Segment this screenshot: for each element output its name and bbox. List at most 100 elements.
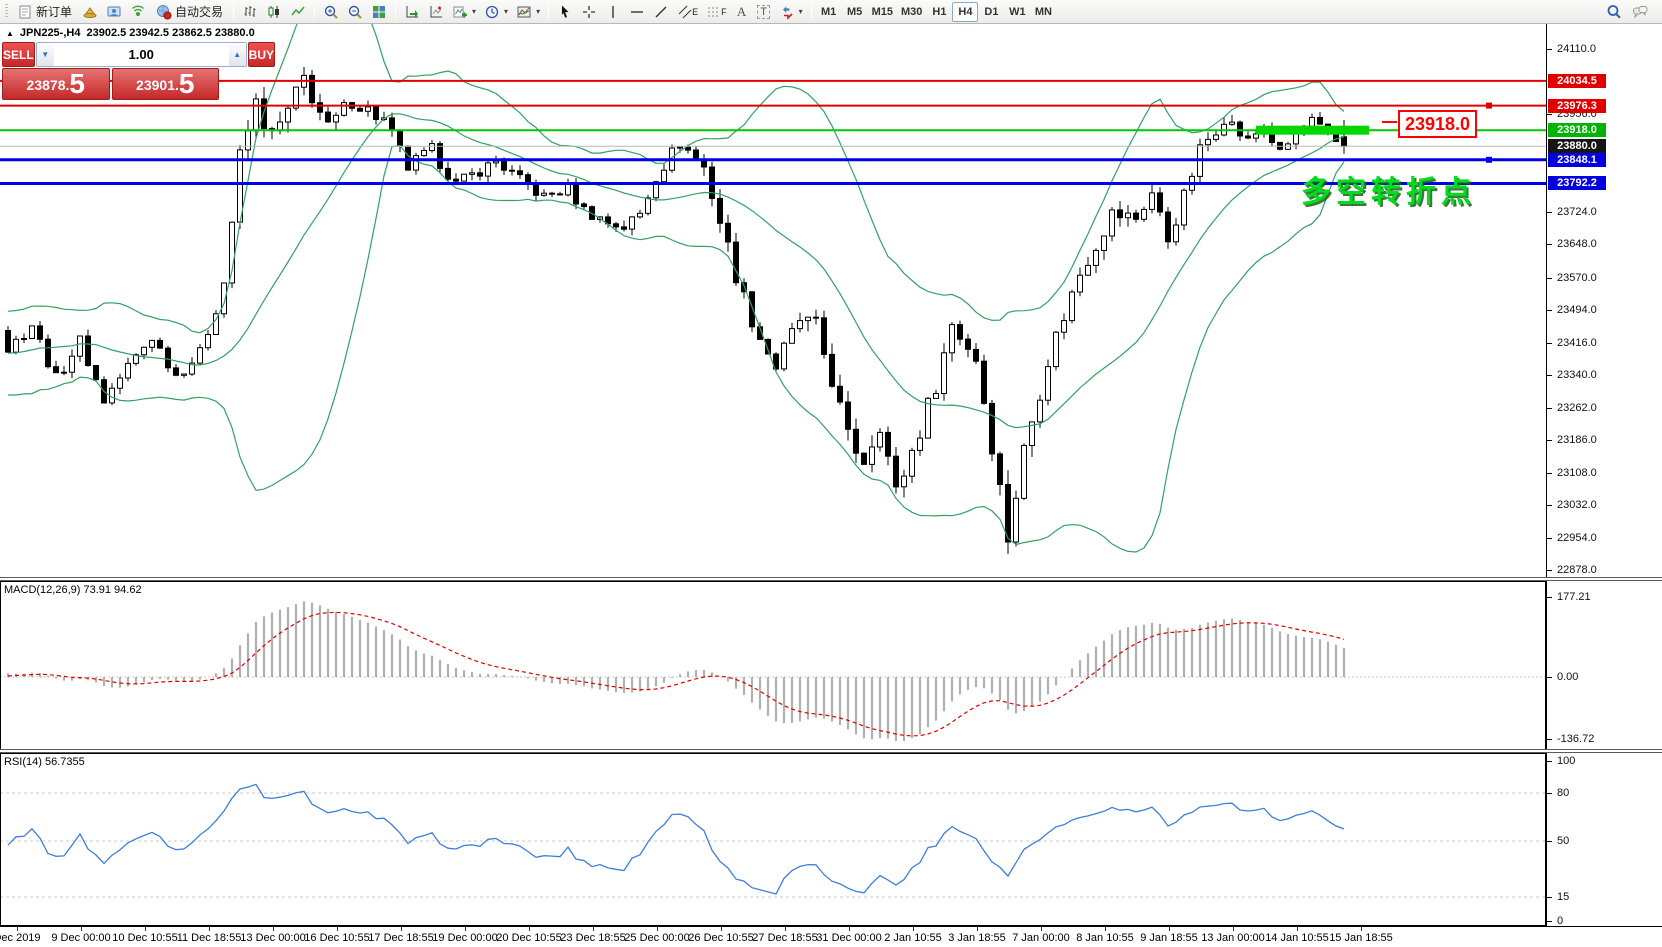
periods-button[interactable]: ▾ — [480, 2, 512, 22]
buy-button[interactable]: BUY — [247, 42, 276, 67]
timeframe-button-H1[interactable]: H1 — [932, 5, 947, 18]
axis-tick — [1547, 570, 1552, 571]
time-axis-tick — [593, 927, 594, 931]
market-button[interactable] — [78, 2, 102, 22]
time-axis-label: 15 Jan 18:55 — [1329, 932, 1393, 944]
axis-tick — [1547, 278, 1552, 279]
timeframe-button-M15[interactable]: M15 — [871, 5, 894, 18]
horizontal-line-icon — [629, 4, 645, 20]
axis-tick — [1547, 212, 1552, 213]
chat-icon[interactable] — [1632, 4, 1648, 20]
axis-tick — [1547, 310, 1552, 311]
fibonacci-tool-button[interactable]: F — [702, 2, 731, 22]
rsi-axis-label: 0 — [1557, 915, 1564, 927]
pane-separator[interactable] — [0, 577, 1662, 581]
price-axis-label: 23340.0 — [1557, 369, 1597, 381]
tile-windows-button[interactable] — [367, 2, 391, 22]
axis-tick — [1547, 761, 1552, 762]
symbol-name: JPN225-,H4 — [19, 27, 81, 39]
time-axis-tick — [209, 927, 210, 931]
axis-tick — [1547, 49, 1552, 50]
vertical-line-tool-button[interactable] — [601, 2, 625, 22]
main-chart-canvas[interactable] — [0, 24, 1546, 578]
chart-title: ▲ JPN225-,H4 23902.5 23942.5 23862.5 238… — [6, 27, 255, 39]
time-axis-tick — [657, 927, 658, 931]
rsi-axis-label: 80 — [1557, 787, 1570, 799]
time-axis-label: 8 Jan 10:55 — [1076, 932, 1134, 944]
crosshair-tool-button[interactable] — [577, 2, 601, 22]
axis-tick — [1547, 538, 1552, 539]
macd-axis-label: 0.00 — [1557, 671, 1579, 683]
axis-tick — [1547, 375, 1552, 376]
time-axis-tick — [1105, 927, 1106, 931]
candlestick-chart-button[interactable] — [262, 2, 286, 22]
community-button[interactable] — [102, 2, 126, 22]
symbol-dropdown-icon[interactable]: ▲ — [6, 28, 14, 38]
bar-chart-button[interactable] — [238, 2, 262, 22]
rsi-axis[interactable]: 100 80 50 15 0 — [1546, 753, 1662, 927]
zoom-out-button[interactable] — [343, 2, 367, 22]
rsi-axis-label: 15 — [1557, 891, 1570, 903]
macd-axis-label: -136.72 — [1557, 733, 1595, 745]
price-axis[interactable]: 24110.0 23956.0 23724.0 23648.0 23570.0 23494… — [1546, 24, 1662, 578]
sell-button[interactable]: SELL — [2, 42, 35, 67]
time-axis-label: 13 Jan 00:00 — [1201, 932, 1265, 944]
clock-icon — [484, 4, 500, 20]
line-chart-button[interactable] — [286, 2, 310, 22]
price-axis-label: 22954.0 — [1557, 532, 1597, 544]
label-tool-button[interactable]: T — [753, 2, 775, 22]
channel-tool-button[interactable]: E — [673, 2, 702, 22]
arrows-tool-button[interactable]: ▾ — [775, 2, 807, 22]
time-axis-label: 14 Jan 10:55 — [1265, 932, 1329, 944]
signals-button[interactable] — [126, 2, 150, 22]
templates-button[interactable]: ▾ — [512, 2, 544, 22]
macd-pane-canvas[interactable] — [0, 581, 1546, 750]
time-axis-label: 9 Jan 18:55 — [1140, 932, 1198, 944]
price-axis-label: 23032.0 — [1557, 499, 1597, 511]
timeframe-button-W1[interactable]: W1 — [1009, 5, 1026, 18]
zoom-in-button[interactable] — [319, 2, 343, 22]
buy-price-display: 23901. 5 — [111, 68, 219, 100]
add-indicator-button[interactable]: ▾ — [448, 2, 480, 22]
price-tag: 23918.0 — [1548, 123, 1606, 137]
time-axis-label: 27 Dec 18:55 — [752, 932, 818, 944]
macd-label: MACD(12,26,9) 73.91 94.62 — [4, 584, 142, 596]
time-axis-tick — [337, 927, 338, 931]
cursor-tool-button[interactable] — [553, 2, 577, 22]
chart-shift-button[interactable] — [424, 2, 448, 22]
time-axis-tick — [785, 927, 786, 931]
macd-axis[interactable]: 177.21 0.00 -136.72 — [1546, 581, 1662, 750]
volume-input[interactable] — [53, 43, 229, 66]
horizontal-line-tool-button[interactable] — [625, 2, 649, 22]
price-callout-label[interactable]: 23918.0 — [1398, 110, 1478, 138]
rsi-pane-canvas[interactable] — [0, 753, 1546, 926]
fibonacci-icon — [706, 4, 722, 20]
timeframe-button-D1[interactable]: D1 — [984, 5, 999, 18]
timeframe-button-H4[interactable]: H4 — [952, 1, 979, 22]
pane-separator[interactable] — [0, 749, 1662, 753]
trendline-tool-button[interactable] — [649, 2, 673, 22]
price-axis-label: 23570.0 — [1557, 272, 1597, 284]
chart-note-text[interactable]: 多空转折点 — [1301, 176, 1476, 209]
timeframe-button-M5[interactable]: M5 — [846, 5, 863, 18]
crosshair-icon — [581, 4, 597, 20]
autotrading-button[interactable]: 自动交易 — [150, 2, 229, 22]
community-icon — [106, 4, 122, 20]
timeframe-button-M30[interactable]: M30 — [901, 5, 923, 18]
timeframe-button-MN[interactable]: MN — [1034, 5, 1052, 18]
axis-tick — [1547, 114, 1552, 115]
sell-price-pip: 5 — [69, 68, 85, 99]
new-order-button[interactable]: 新订单 — [11, 2, 78, 22]
price-tag: 23792.2 — [1548, 176, 1606, 190]
timeframe-button-M1[interactable]: M1 — [820, 5, 837, 18]
volume-up-button[interactable]: ▲ — [228, 43, 246, 66]
text-tool-button[interactable]: A — [731, 2, 753, 22]
one-click-trade-panel: SELL ▼ ▲ BUY 23878.5 23901.5 — [2, 42, 276, 100]
chart-forward-button[interactable] — [400, 2, 424, 22]
price-axis-label: 23648.0 — [1557, 238, 1597, 250]
volume-down-button[interactable]: ▼ — [36, 43, 54, 66]
search-icon[interactable] — [1606, 4, 1622, 20]
autotrading-icon — [156, 4, 172, 20]
